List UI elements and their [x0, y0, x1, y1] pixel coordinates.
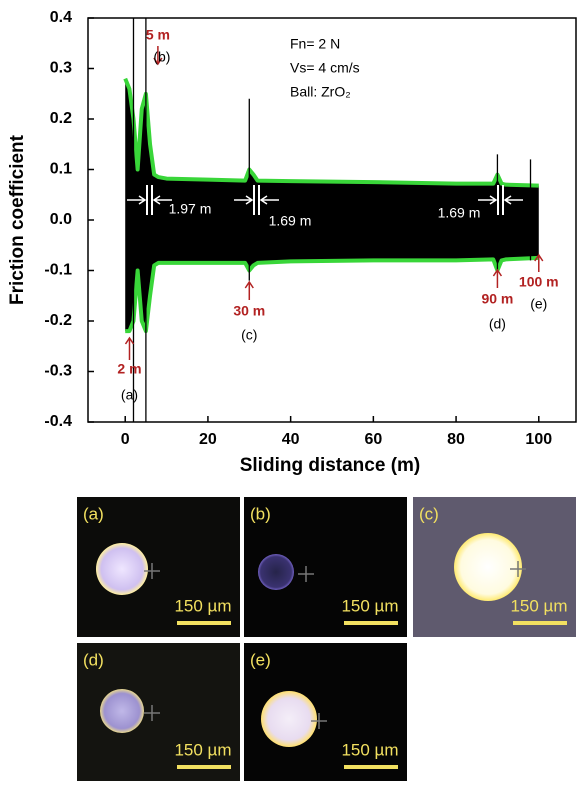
- scale-label: 150 µm: [510, 596, 567, 615]
- crosshair: [144, 705, 160, 721]
- wear-scar: [100, 689, 144, 733]
- condition-text: Vs= 4 cm/s: [290, 60, 360, 76]
- scale-label: 150 µm: [174, 596, 231, 615]
- marker-label: 2 m: [117, 361, 141, 377]
- y-axis-title: Friction coefficient: [7, 134, 28, 305]
- crosshair: [298, 566, 314, 582]
- x-tick-label: 0: [121, 431, 130, 448]
- marker-tag: (b): [153, 49, 170, 65]
- marker-tag: (a): [121, 387, 138, 403]
- band-fill: [125, 78, 539, 332]
- wear-scar: [96, 543, 148, 595]
- marker-tag: (c): [241, 327, 257, 343]
- y-tick-label: 0.4: [50, 9, 72, 26]
- marker-label: 5 m: [146, 27, 170, 43]
- arrow-head: [534, 253, 544, 262]
- arrow-head: [124, 336, 135, 345]
- envelope-line: [123, 77, 539, 188]
- scale-label: 150 µm: [341, 596, 398, 615]
- x-tick-label: 40: [282, 431, 300, 448]
- crosshair: [144, 563, 160, 579]
- wear-scar: [261, 691, 317, 747]
- y-tick-label: -0.2: [44, 312, 72, 329]
- y-tick-label: 0.2: [50, 110, 72, 127]
- dimension-arrow: [127, 195, 147, 205]
- y-tick-label: 0.1: [50, 161, 72, 178]
- condition-text: Fn= 2 N: [290, 36, 340, 52]
- scale-bar: [344, 621, 398, 625]
- dimension-arrow: [503, 195, 523, 205]
- x-tick-label: 80: [447, 431, 465, 448]
- scale-bar: [344, 765, 398, 769]
- micrograph: (d) 150 µm: [77, 643, 240, 781]
- dimension-arrow: [259, 195, 279, 205]
- wear-scar: [454, 533, 522, 601]
- scale-label: 150 µm: [174, 740, 231, 759]
- dimension-arrow: [478, 195, 498, 205]
- micrograph: (c) 150 µm: [413, 497, 576, 637]
- scale-bar: [177, 621, 231, 625]
- panel-label: (a): [83, 504, 104, 523]
- y-tick-label: -0.4: [44, 413, 72, 430]
- marker-label: 90 m: [481, 291, 513, 307]
- x-tick-label: 100: [525, 431, 552, 448]
- x-tick-label: 60: [364, 431, 382, 448]
- y-tick-label: 0.3: [50, 60, 72, 77]
- arrow-head: [492, 268, 503, 277]
- y-tick-label: -0.3: [44, 363, 72, 380]
- scale-bar: [513, 621, 567, 625]
- marker-tag: (d): [489, 316, 506, 332]
- wear-scar: [258, 554, 294, 590]
- spacing-label: 1.69 m: [438, 205, 481, 221]
- panel-label: (e): [250, 650, 271, 669]
- micrograph: (e) 150 µm: [244, 643, 407, 781]
- micrograph: (a) 150 µm: [77, 497, 240, 637]
- marker-tag: (e): [530, 296, 547, 312]
- arrow-head: [244, 280, 254, 289]
- marker-label: 100 m: [519, 274, 559, 290]
- envelope-line: [125, 255, 539, 334]
- panel-label: (b): [250, 504, 271, 523]
- scale-label: 150 µm: [341, 740, 398, 759]
- crosshair: [311, 713, 327, 729]
- micrograph: (b) 150 µm: [244, 497, 407, 637]
- x-axis-title: Sliding distance (m): [240, 455, 421, 476]
- arrow-head: [153, 57, 163, 66]
- spacing-label: 1.69 m: [269, 213, 312, 229]
- panel-label: (c): [419, 504, 439, 523]
- panel-label: (d): [83, 650, 104, 669]
- scale-bar: [177, 765, 231, 769]
- x-tick-label: 20: [199, 431, 217, 448]
- condition-text: Ball: ZrO₂: [290, 84, 351, 100]
- y-tick-label: 0.0: [50, 211, 72, 228]
- spacing-label: 1.97 m: [169, 201, 212, 217]
- dimension-arrow: [152, 195, 172, 205]
- dimension-arrow: [234, 195, 254, 205]
- y-tick-label: -0.1: [44, 262, 72, 279]
- marker-label: 30 m: [233, 303, 265, 319]
- crosshair: [510, 561, 526, 577]
